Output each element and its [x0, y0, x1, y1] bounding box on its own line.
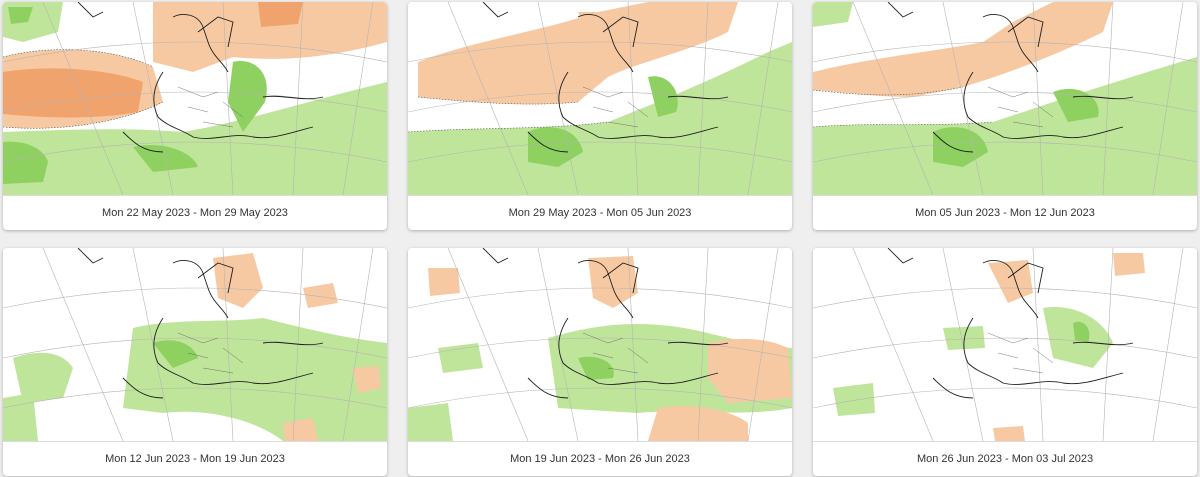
- week-4-caption: Mon 12 Jun 2023 - Mon 19 Jun 2023: [3, 441, 387, 476]
- forecast-card-week-4[interactable]: Mon 12 Jun 2023 - Mon 19 Jun 2023: [3, 248, 387, 476]
- forecast-card-week-5[interactable]: Mon 19 Jun 2023 - Mon 26 Jun 2023: [408, 248, 792, 476]
- forecast-card-week-2[interactable]: Mon 29 May 2023 - Mon 05 Jun 2023: [408, 2, 792, 230]
- anomaly-map-week-2: [408, 2, 792, 195]
- week-6-caption: Mon 26 Jun 2023 - Mon 03 Jul 2023: [813, 441, 1197, 476]
- forecast-card-week-6[interactable]: Mon 26 Jun 2023 - Mon 03 Jul 2023: [813, 248, 1197, 476]
- forecast-card-week-3[interactable]: Mon 05 Jun 2023 - Mon 12 Jun 2023: [813, 2, 1197, 230]
- week-2-caption: Mon 29 May 2023 - Mon 05 Jun 2023: [408, 195, 792, 230]
- anomaly-map-week-3: [813, 2, 1197, 195]
- forecast-card-week-1[interactable]: Mon 22 May 2023 - Mon 29 May 2023: [3, 2, 387, 230]
- anomaly-map-week-1: [3, 2, 387, 195]
- week-1-caption: Mon 22 May 2023 - Mon 29 May 2023: [3, 195, 387, 230]
- anomaly-map-week-6: [813, 248, 1197, 441]
- anomaly-map-week-5: [408, 248, 792, 441]
- week-5-caption: Mon 19 Jun 2023 - Mon 26 Jun 2023: [408, 441, 792, 476]
- anomaly-map-week-4: [3, 248, 387, 441]
- week-3-caption: Mon 05 Jun 2023 - Mon 12 Jun 2023: [813, 195, 1197, 230]
